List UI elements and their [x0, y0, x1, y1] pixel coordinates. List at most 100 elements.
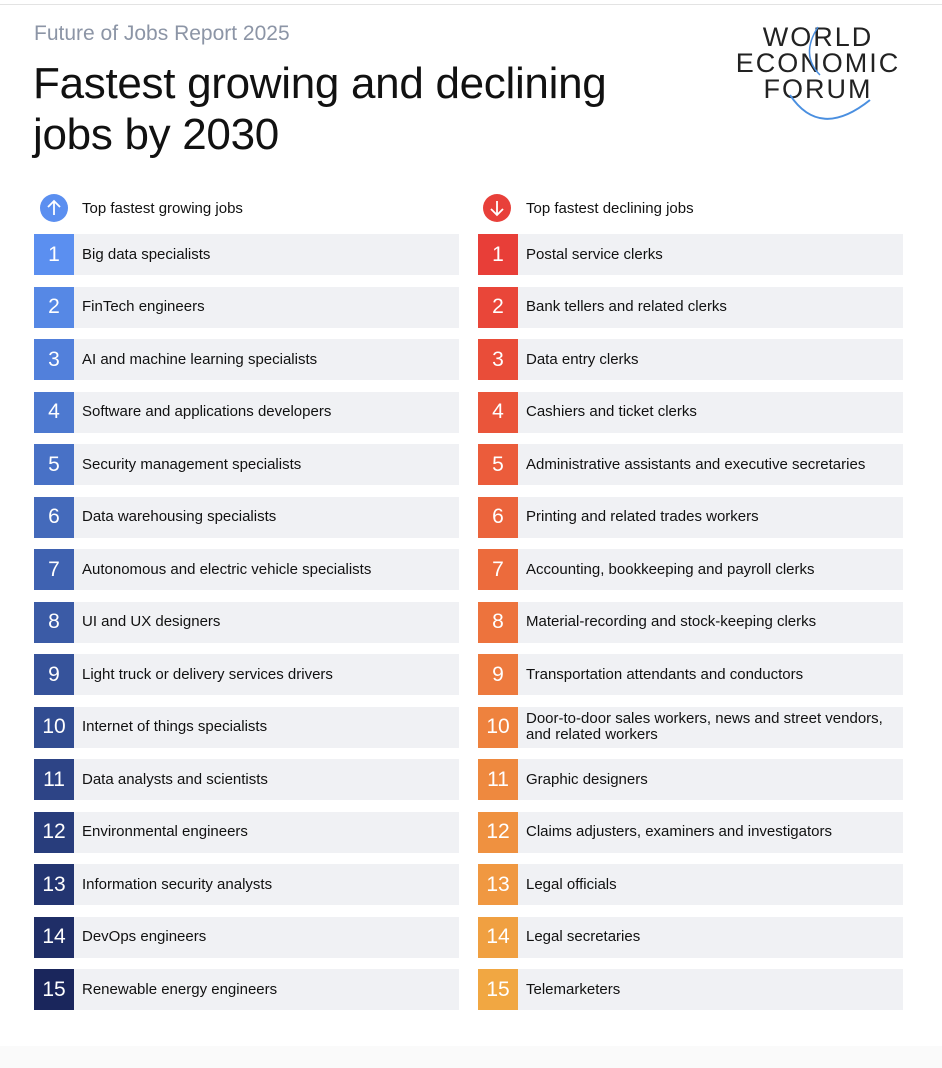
rank-number: 9: [478, 654, 518, 695]
list-row: 6 Data warehousing specialists: [34, 496, 459, 538]
job-title: Legal secretaries: [526, 928, 641, 945]
job-title: Software and applications developers: [82, 403, 332, 420]
list-row: 11 Data analysts and scientists: [34, 759, 459, 800]
list-row: 4 Cashiers and ticket clerks: [478, 391, 903, 433]
list-row: 13 Legal officials: [478, 864, 903, 905]
rank-number: 6: [478, 496, 518, 538]
logo-text: ECONOMIC: [735, 48, 901, 78]
rank-number: 10: [34, 706, 74, 748]
rank-number: 1: [34, 234, 74, 275]
list-row: 5 Security management specialists: [34, 444, 459, 485]
list-row: 10 Internet of things specialists: [34, 706, 459, 748]
list-row: 2 FinTech engineers: [34, 286, 459, 328]
rank-number: 10: [478, 706, 518, 748]
list-row: 6 Printing and related trades workers: [478, 496, 903, 538]
job-title: Graphic designers: [526, 770, 648, 788]
job-title: Postal service clerks: [526, 245, 663, 263]
rank-number: 3: [34, 339, 74, 380]
rank-number: 3: [478, 339, 518, 380]
list-row: 1 Big data specialists: [34, 234, 459, 275]
column-heading: Top fastest growing jobs: [82, 200, 243, 217]
rank-number: 12: [34, 811, 74, 853]
list-row: 9 Light truck or delivery services driver…: [34, 654, 459, 695]
rank-number: 15: [478, 969, 518, 1010]
rank-number: 2: [34, 286, 74, 328]
rank-number: 14: [34, 916, 74, 958]
rank-number: 4: [478, 391, 518, 433]
list-row: 7 Autonomous and electric vehicle special…: [34, 549, 459, 590]
job-title: FinTech engineers: [82, 298, 205, 315]
rank-number: 2: [478, 286, 518, 328]
list-row: 13 Information security analysts: [34, 864, 459, 905]
job-title: Autonomous and electric vehicle speciali…: [82, 560, 372, 578]
list-row: 9 Transportation attendants and conductor…: [478, 654, 903, 695]
list-row: 15 Telemarketers: [478, 969, 903, 1010]
list-row: 4 Software and applications developers: [34, 391, 459, 433]
rank-number: 4: [34, 391, 74, 433]
rank-number: 13: [34, 864, 74, 905]
job-title: Security management specialists: [82, 455, 302, 473]
rank-number: 5: [34, 444, 74, 485]
job-title: Claims adjusters, examiners and investig…: [526, 823, 832, 840]
job-title: Transportation attendants and conductors: [526, 665, 804, 683]
list-row: 15 Renewable energy engineers: [34, 969, 459, 1010]
job-title: Data warehousing specialists: [82, 508, 277, 525]
rank-number: 12: [478, 811, 518, 853]
job-title: Accounting, bookkeeping and payroll cler…: [526, 560, 815, 578]
rank-number: 5: [478, 444, 518, 485]
rank-number: 15: [34, 969, 74, 1010]
subtitle: Future of Jobs Report 2025: [34, 22, 290, 45]
rank-number: 9: [34, 654, 74, 695]
logo-arc: [789, 26, 871, 120]
rank-number: 14: [478, 916, 518, 958]
rank-number: 8: [34, 601, 74, 643]
job-title: Internet of things specialists: [82, 718, 268, 735]
list-row: 12 Claims adjusters, examiners and invest…: [478, 811, 903, 853]
job-title: AI and machine learning specialists: [82, 350, 318, 368]
rank-number: 1: [478, 234, 518, 275]
list-row: 14 DevOps engineers: [34, 916, 459, 958]
job-title: Cashiers and ticket clerks: [526, 403, 697, 420]
job-title: Renewable energy engineers: [82, 980, 278, 998]
job-title: Bank tellers and related clerks: [526, 298, 727, 315]
list-row: 3 AI and machine learning specialists: [34, 339, 459, 380]
list-row: 5 Administrative assistants and executive…: [478, 444, 903, 485]
job-title: Legal officials: [526, 875, 617, 893]
list-row: 8 UI and UX designers: [34, 601, 459, 643]
rank-number: 7: [478, 549, 518, 590]
down-icon: [483, 194, 511, 222]
list-row: 2 Bank tellers and related clerks: [478, 286, 903, 328]
job-title: UI and UX designers: [82, 613, 221, 630]
list-row: 12 Environmental engineers: [34, 811, 459, 853]
list-row: 14 Legal secretaries: [478, 916, 903, 958]
job-title: Material-recording and stock-keeping cle…: [526, 613, 817, 630]
rank-number: 13: [478, 864, 518, 905]
rank-number: 11: [478, 759, 518, 800]
divider: [0, 4, 942, 5]
job-title: Door-to-door sales workers, news and str…: [526, 710, 883, 743]
job-title: Printing and related trades workers: [526, 508, 759, 525]
job-title: Telemarketers: [526, 980, 621, 998]
logo-text: WORLD: [762, 22, 874, 52]
list-row: 8 Material-recording and stock-keeping cl…: [478, 601, 903, 643]
job-title: Administrative assistants and executive …: [526, 455, 866, 473]
column-heading: Top fastest declining jobs: [526, 200, 694, 217]
job-title: DevOps engineers: [82, 928, 207, 945]
list-row: 1 Postal service clerks: [478, 234, 903, 275]
rank-number: 8: [478, 601, 518, 643]
rank-number: 6: [34, 496, 74, 538]
footer-strip: [0, 1046, 942, 1068]
list-row: 3 Data entry clerks: [478, 339, 903, 380]
title: Fastest growing and declining jobs by 20…: [33, 59, 607, 159]
job-title: Data analysts and scientists: [82, 770, 268, 788]
job-title: Environmental engineers: [82, 823, 248, 840]
list-row: 10 Door-to-door sales workers, news and s…: [478, 706, 903, 748]
rank-number: 11: [34, 759, 74, 800]
job-title: Data entry clerks: [526, 350, 639, 368]
job-title: Big data specialists: [82, 245, 211, 263]
list-row: 7 Accounting, bookkeeping and payroll cle…: [478, 549, 903, 590]
job-title: Information security analysts: [82, 875, 273, 893]
logo-text: FORUM: [763, 74, 873, 104]
list-row: 11 Graphic designers: [478, 759, 903, 800]
